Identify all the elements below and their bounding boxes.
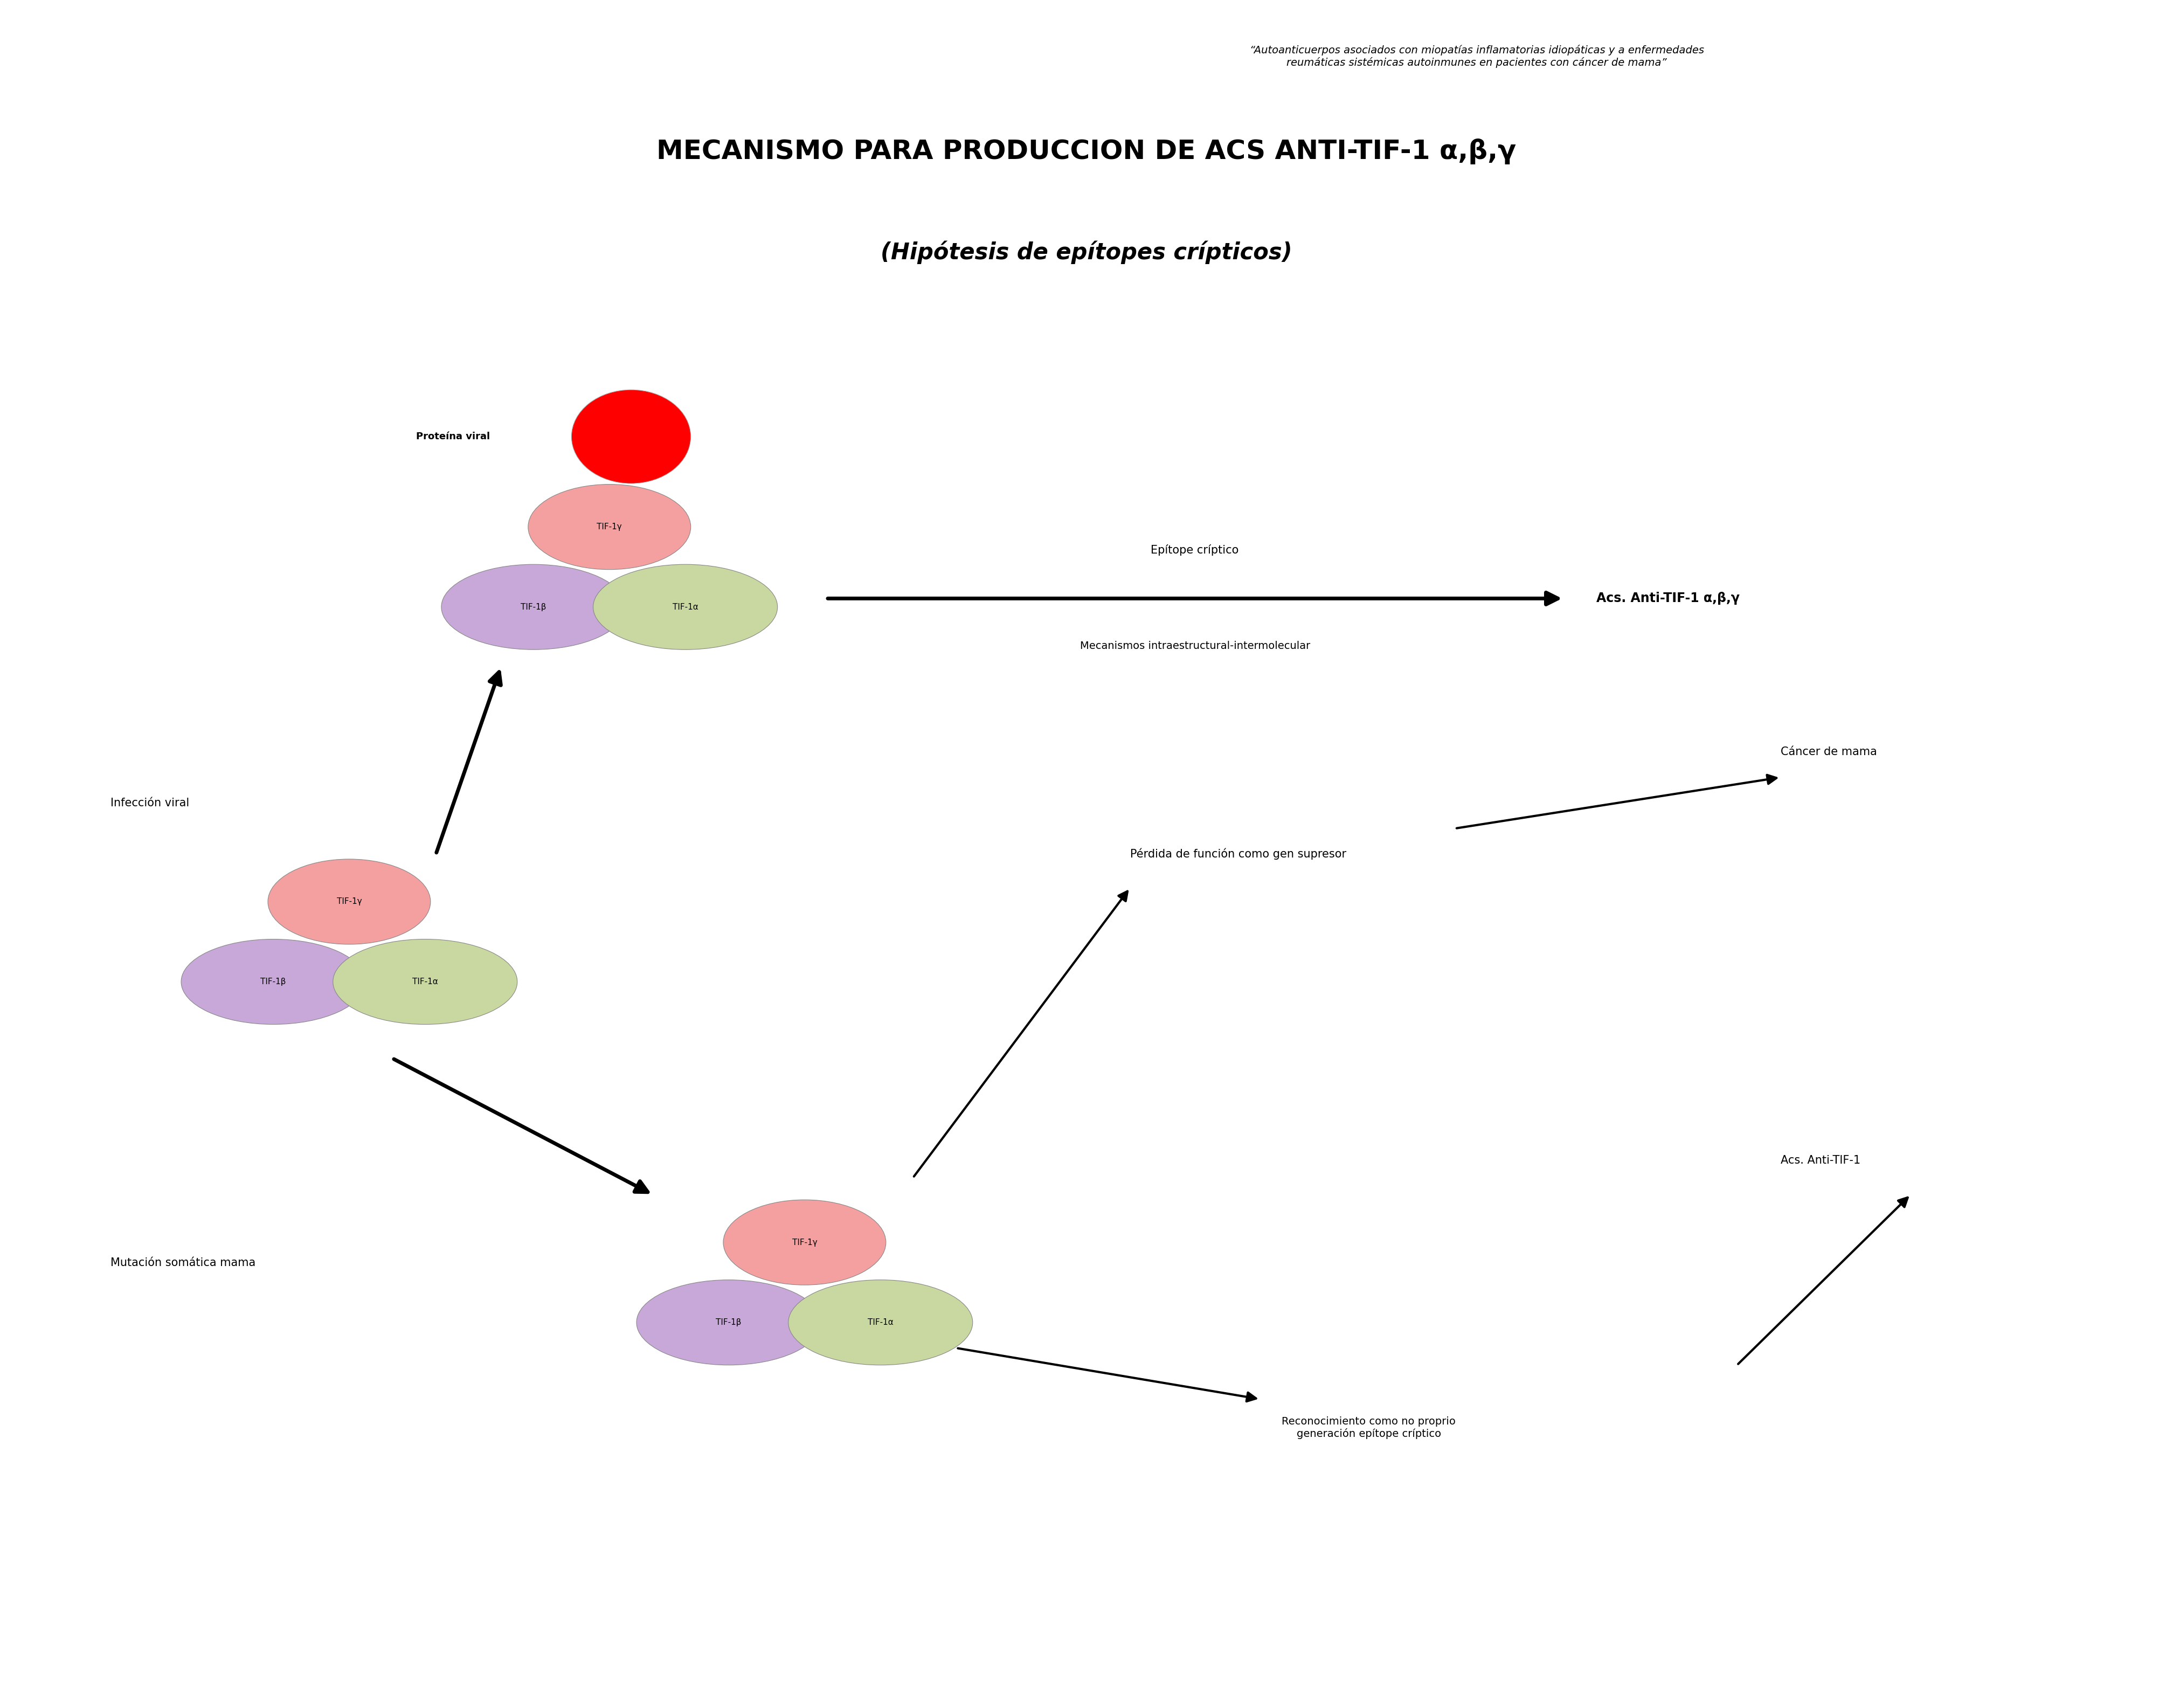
Text: TIF-1α: TIF-1α xyxy=(671,603,698,611)
Text: (Hipótesis de epítopes crípticos): (Hipótesis de epítopes crípticos) xyxy=(880,241,1293,265)
Text: Infección viral: Infección viral xyxy=(111,798,189,808)
Text: TIF-1γ: TIF-1γ xyxy=(337,898,363,905)
Text: Epítope críptico: Epítope críptico xyxy=(1152,545,1239,555)
Ellipse shape xyxy=(332,939,517,1025)
Text: TIF-1β: TIF-1β xyxy=(522,603,545,611)
Ellipse shape xyxy=(267,859,430,945)
Text: TIF-1β: TIF-1β xyxy=(261,977,287,986)
Ellipse shape xyxy=(724,1199,887,1284)
Text: TIF-1γ: TIF-1γ xyxy=(598,523,621,531)
Ellipse shape xyxy=(180,939,365,1025)
Text: Mecanismos intraestructural-intermolecular: Mecanismos intraestructural-intermolecul… xyxy=(1080,640,1310,651)
Text: TIF-1α: TIF-1α xyxy=(867,1319,893,1327)
Text: Acs. Anti-TIF-1: Acs. Anti-TIF-1 xyxy=(1780,1155,1860,1167)
Text: Reconocimiento como no proprio
generación epítope críptico: Reconocimiento como no proprio generació… xyxy=(1282,1416,1456,1438)
Ellipse shape xyxy=(789,1279,974,1365)
Text: Cáncer de mama: Cáncer de mama xyxy=(1780,746,1877,757)
Text: TIF-1α: TIF-1α xyxy=(413,977,439,986)
Ellipse shape xyxy=(528,485,691,569)
Text: Proteína viral: Proteína viral xyxy=(417,432,491,441)
Ellipse shape xyxy=(593,564,778,649)
Ellipse shape xyxy=(637,1279,821,1365)
Text: Mutación somática mama: Mutación somática mama xyxy=(111,1257,256,1269)
Text: Acs. Anti-TIF-1 α,β,γ: Acs. Anti-TIF-1 α,β,γ xyxy=(1597,593,1738,605)
Ellipse shape xyxy=(571,389,691,483)
Text: TIF-1γ: TIF-1γ xyxy=(791,1238,817,1247)
Text: “Autoanticuerpos asociados con miopatías inflamatorias idiopáticas y a enfermeda: “Autoanticuerpos asociados con miopatías… xyxy=(1249,44,1704,68)
Text: MECANISMO PARA PRODUCCION DE ACS ANTI-TIF-1 α,β,γ: MECANISMO PARA PRODUCCION DE ACS ANTI-TI… xyxy=(656,138,1517,164)
Text: TIF-1β: TIF-1β xyxy=(715,1319,741,1327)
Text: Pérdida de función como gen supresor: Pérdida de función como gen supresor xyxy=(1130,849,1347,859)
Ellipse shape xyxy=(441,564,626,649)
